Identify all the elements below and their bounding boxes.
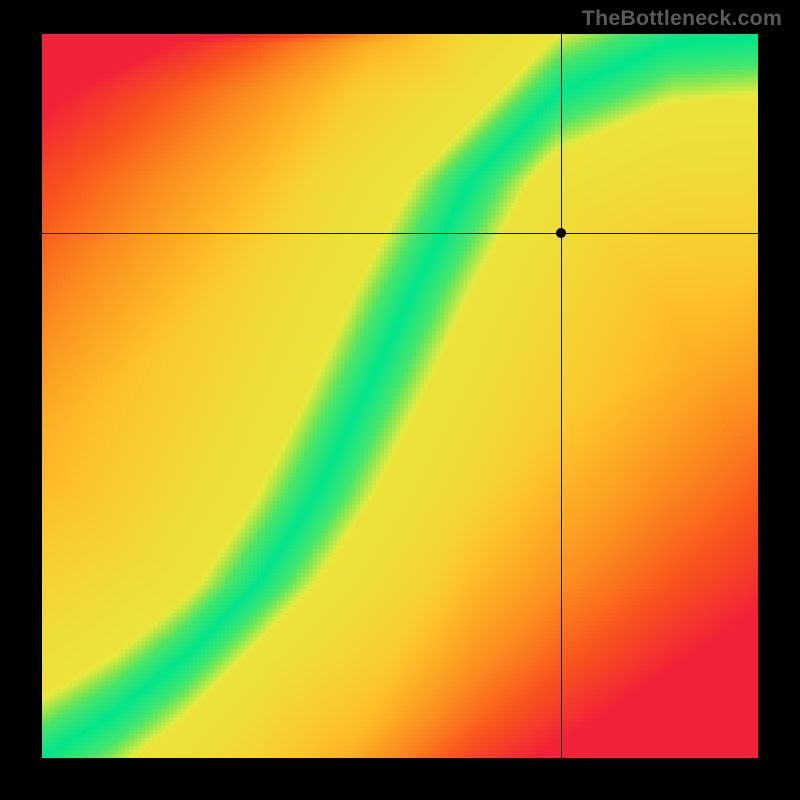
heatmap-canvas: [42, 34, 758, 758]
watermark-text: TheBottleneck.com: [582, 6, 782, 31]
crosshair-dot: [556, 228, 566, 238]
crosshair-vertical: [561, 0, 562, 800]
crosshair-horizontal: [0, 233, 800, 234]
bottleneck-heatmap: [42, 34, 758, 758]
